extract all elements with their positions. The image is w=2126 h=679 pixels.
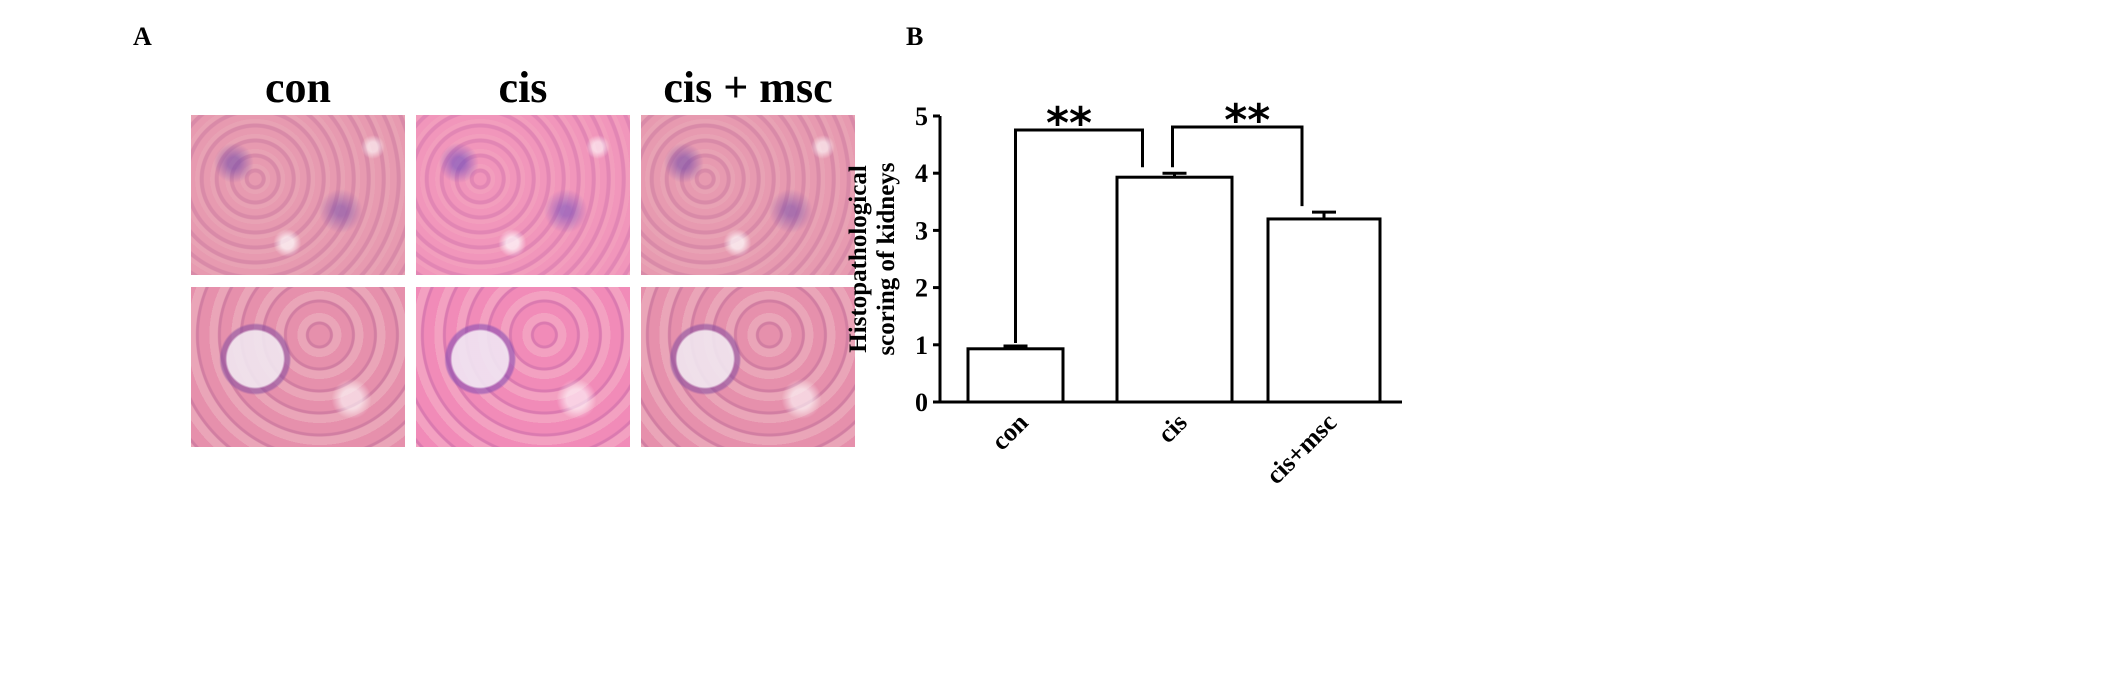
- x-tick-label: cis+msc: [1260, 408, 1342, 490]
- x-tick-label: con: [986, 407, 1034, 455]
- x-tick-label: cis: [1152, 408, 1193, 449]
- panel-b-label: B: [906, 22, 924, 51]
- significance-label: **: [1224, 95, 1270, 146]
- histology-cis-msc-low: [641, 115, 855, 275]
- column-title-cis: cis: [498, 63, 548, 112]
- y-axis-label: Histopathologicalscoring of kidneys: [845, 162, 900, 355]
- significance-bracket: [1014, 128, 1144, 343]
- histology-cis-msc-high: [641, 287, 855, 447]
- histology-cis-low: [416, 115, 630, 275]
- histology-cis-high: [416, 287, 630, 447]
- panel-a-label: A: [133, 22, 152, 51]
- y-tick-label: 4: [915, 159, 928, 188]
- histology-con-high: [191, 287, 405, 447]
- significance-label: **: [1046, 98, 1092, 149]
- bar: [1115, 175, 1234, 404]
- y-tick-label: 3: [915, 216, 928, 245]
- y-tick-label: 0: [915, 388, 928, 417]
- bar: [966, 347, 1065, 404]
- histology-con-low: [191, 115, 405, 275]
- y-tick-label: 1: [915, 331, 928, 360]
- column-title-cis-msc: cis + msc: [663, 63, 833, 112]
- significance-bracket: [1171, 125, 1304, 207]
- y-tick-label: 5: [915, 102, 928, 131]
- bar: [1266, 217, 1382, 404]
- y-tick-label: 2: [915, 274, 928, 303]
- column-title-con: con: [265, 63, 331, 112]
